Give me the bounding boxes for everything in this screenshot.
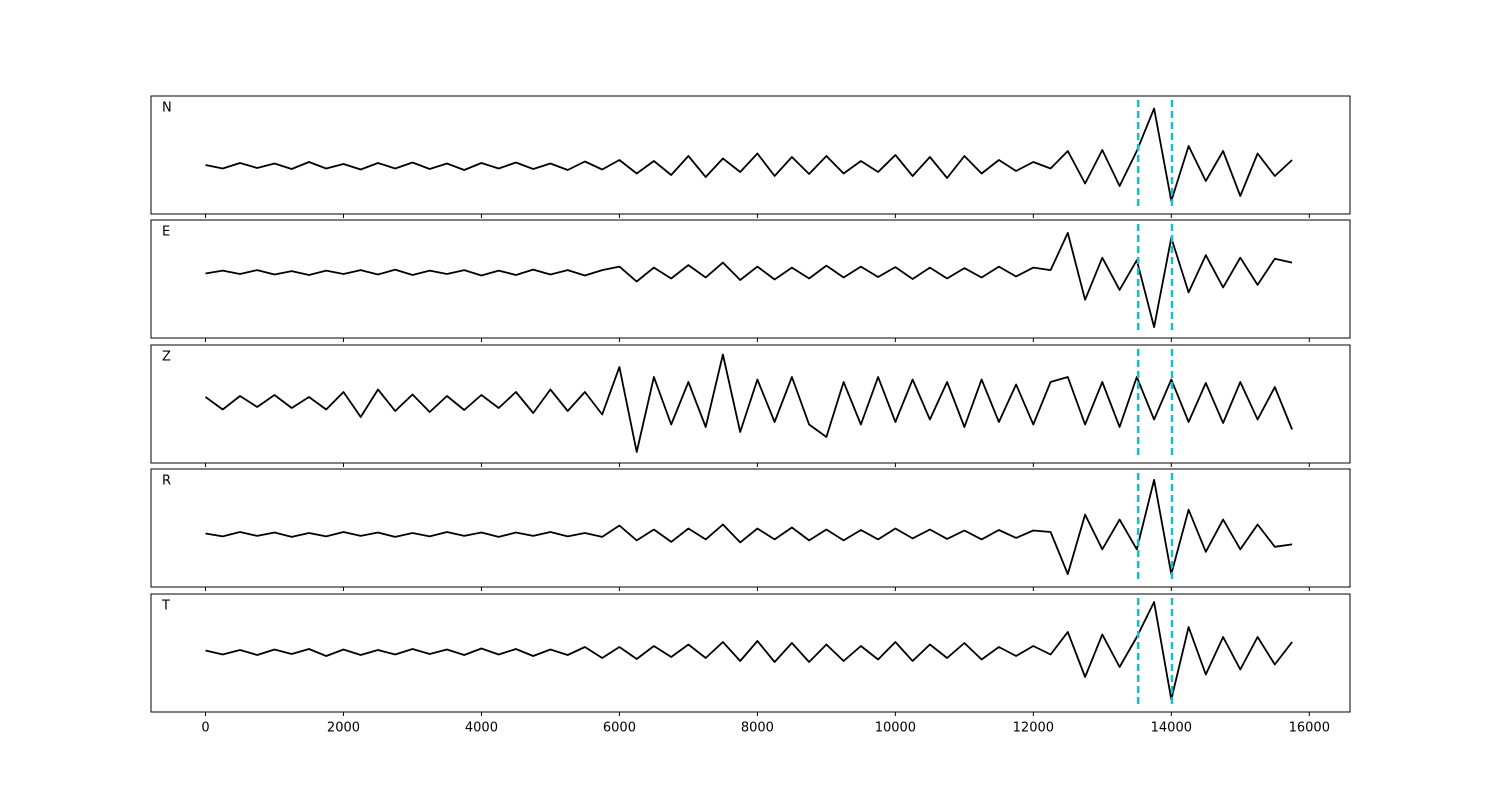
trace	[205, 107, 1293, 202]
x-tick-label: 6000	[603, 721, 636, 736]
x-tick-label: 10000	[875, 721, 916, 736]
panel-label: E	[162, 225, 170, 240]
x-tick-label: 0	[201, 721, 209, 736]
x-tick-label: 12000	[1013, 721, 1054, 736]
x-tick-label: 2000	[327, 721, 360, 736]
x-tick-label: 16000	[1289, 721, 1330, 736]
x-tick-label: 14000	[1151, 721, 1192, 736]
panel-frame	[150, 95, 1351, 215]
panel-frame	[150, 344, 1351, 464]
x-tick-label: 8000	[741, 721, 774, 736]
panel-label: N	[162, 101, 172, 116]
trace	[205, 479, 1293, 575]
trace	[204, 353, 1293, 453]
panel-frame	[150, 593, 1351, 713]
panel-frame	[150, 219, 1351, 339]
panel-label: Z	[162, 350, 171, 365]
panel-frame	[150, 468, 1351, 588]
trace	[205, 232, 1293, 328]
trace	[205, 601, 1293, 701]
panel-label: R	[162, 474, 171, 489]
x-tick-label: 4000	[465, 721, 498, 736]
panel-label: T	[161, 599, 170, 614]
